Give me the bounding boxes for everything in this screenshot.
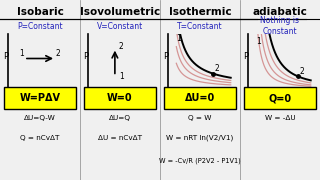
Text: 1: 1 xyxy=(119,72,124,81)
Text: Q=0: Q=0 xyxy=(268,93,292,103)
Y-axis label: P: P xyxy=(3,52,8,61)
Y-axis label: P: P xyxy=(83,52,88,61)
Text: Q = W: Q = W xyxy=(188,115,212,121)
Text: 2: 2 xyxy=(214,64,219,73)
Text: V=Constant: V=Constant xyxy=(97,22,143,31)
Text: W = -Cv/R (P2V2 - P1V1): W = -Cv/R (P2V2 - P1V1) xyxy=(159,157,241,164)
Text: Q = nCvΔT: Q = nCvΔT xyxy=(20,135,60,141)
Text: 1: 1 xyxy=(176,34,181,43)
Text: Isothermic: Isothermic xyxy=(169,7,231,17)
Text: ΔU = nCvΔT: ΔU = nCvΔT xyxy=(98,135,142,141)
Text: W=PΔV: W=PΔV xyxy=(20,93,60,103)
Text: Nothing is
Constant: Nothing is Constant xyxy=(260,16,300,36)
Text: ΔU=0: ΔU=0 xyxy=(185,93,215,103)
Text: T=Constant: T=Constant xyxy=(177,22,223,31)
Text: adiabatic: adiabatic xyxy=(252,7,308,17)
Text: 1: 1 xyxy=(256,37,261,46)
Text: Isovolumetric: Isovolumetric xyxy=(80,7,160,17)
Text: Isobaric: Isobaric xyxy=(17,7,63,17)
Text: ΔU=Q-W: ΔU=Q-W xyxy=(24,115,56,121)
X-axis label: V: V xyxy=(277,90,283,99)
Text: P=Constant: P=Constant xyxy=(17,22,63,31)
X-axis label: V: V xyxy=(37,90,43,99)
Y-axis label: P: P xyxy=(163,52,168,61)
Text: W = nRT ln(V2/V1): W = nRT ln(V2/V1) xyxy=(166,134,234,141)
Text: W = -ΔU: W = -ΔU xyxy=(265,115,295,121)
X-axis label: V: V xyxy=(197,90,203,99)
Text: 2: 2 xyxy=(55,49,60,58)
Y-axis label: P: P xyxy=(243,52,248,61)
Text: 2: 2 xyxy=(299,67,304,76)
Text: 1: 1 xyxy=(20,49,24,58)
Text: ΔU=Q: ΔU=Q xyxy=(109,115,131,121)
X-axis label: V: V xyxy=(117,90,123,99)
Text: W=0: W=0 xyxy=(107,93,133,103)
Text: 2: 2 xyxy=(119,42,124,51)
